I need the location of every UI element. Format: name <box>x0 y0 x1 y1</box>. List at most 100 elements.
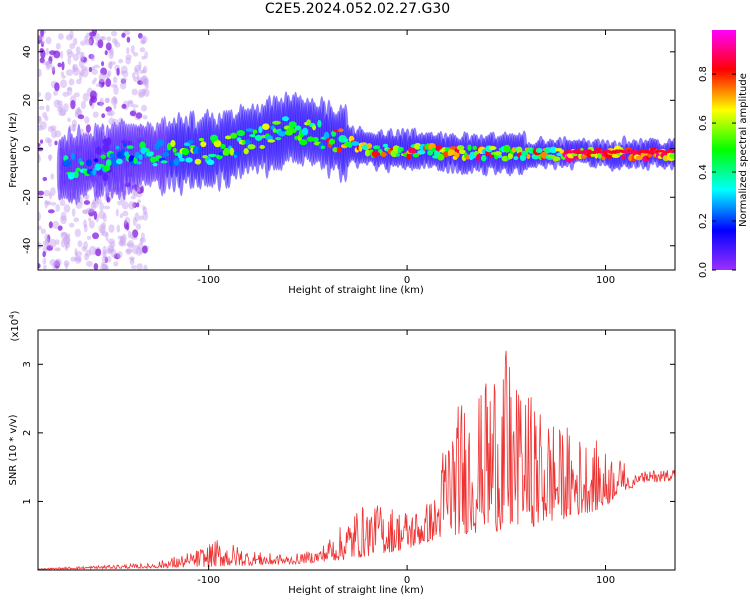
heatmap-noise-blob <box>58 33 64 40</box>
heatmap-noise-blob <box>82 209 88 214</box>
heatmap-y-tick-label: 0 <box>22 146 33 152</box>
heatmap-noise-blob <box>38 68 42 77</box>
heatmap-ridge-core <box>494 151 502 156</box>
heatmap-noise-blob <box>128 201 136 210</box>
heatmap-noise-blob <box>75 46 81 53</box>
heatmap-noise-blob <box>47 209 55 214</box>
heatmap-ridge-core <box>162 152 170 157</box>
heatmap-noise-blob <box>38 143 41 148</box>
heatmap-ridge-core <box>173 158 180 166</box>
heatmap-noise-blob <box>67 55 72 66</box>
heatmap-ridge-core <box>535 147 543 153</box>
heatmap-ridge-core <box>136 161 142 165</box>
heatmap-noise-blob <box>130 45 135 54</box>
heatmap-noise-blob <box>105 42 112 51</box>
heatmap-noise-blob <box>95 248 102 257</box>
heatmap-noise-blob <box>121 103 127 109</box>
heatmap-ridge-core <box>299 139 308 146</box>
heatmap-noise-blob <box>45 104 50 112</box>
snr-y-tick-label: 2 <box>22 430 33 436</box>
heatmap-noise-blob <box>49 259 57 266</box>
heatmap-noise-blob <box>139 70 144 75</box>
heatmap-noise-blob <box>43 264 47 270</box>
heatmap-noise-blob <box>141 55 146 60</box>
heatmap-ridge-core <box>549 146 558 154</box>
heatmap-noise-blob <box>44 116 49 122</box>
heatmap-noise-blob <box>117 200 123 206</box>
heatmap-y-tick-label: 40 <box>22 45 33 58</box>
heatmap-noise-blob <box>66 87 73 91</box>
heatmap-ridge-core <box>98 164 105 168</box>
heatmap-noise-blob <box>78 59 85 68</box>
heatmap-noise-blob <box>113 261 119 267</box>
snr-x-axis-label: Height of straight line (km) <box>288 585 424 596</box>
heatmap-ridge-core <box>338 128 344 133</box>
heatmap-ridge-core <box>480 154 487 162</box>
heatmap-noise-blob <box>142 205 146 212</box>
heatmap-ridge-core <box>122 142 127 148</box>
heatmap-noise-blob <box>99 202 104 212</box>
heatmap-ridge-core <box>92 167 97 176</box>
heatmap-noise-blob <box>89 90 97 100</box>
heatmap-ridge-core <box>134 151 140 159</box>
heatmap-noise-blob <box>127 240 135 249</box>
heatmap-noise-blob <box>53 90 58 96</box>
heatmap-noise-blob <box>69 30 74 39</box>
heatmap-noise-blob <box>65 69 74 77</box>
heatmap-noise-blob <box>102 266 107 270</box>
colorbar-tick-label: 0.8 <box>698 66 709 82</box>
heatmap-peak-trace <box>671 149 675 153</box>
heatmap-noise-blob <box>63 204 71 213</box>
heatmap-noise-blob <box>127 101 134 107</box>
heatmap-noise-blob <box>134 212 140 222</box>
heatmap-noise-blob <box>106 111 113 116</box>
heatmap-ridge-core <box>472 145 478 151</box>
heatmap-noise-blob <box>125 248 132 255</box>
heatmap-noise-blob <box>59 50 64 59</box>
heatmap-noise-blob <box>130 195 136 200</box>
heatmap-noise-blob <box>54 258 62 267</box>
heatmap-ridge-core <box>281 116 289 122</box>
heatmap-noise-blob <box>89 98 93 106</box>
page-title: C2E5.2024.052.02.27.G30 <box>264 1 451 17</box>
heatmap-noise-blob <box>45 47 49 56</box>
heatmap-noise-blob <box>101 36 107 41</box>
heatmap-ridge-core <box>149 156 157 163</box>
heatmap-ridge-core <box>306 136 315 142</box>
heatmap-noise-blob <box>38 154 41 164</box>
heatmap-noise-blob <box>80 128 84 135</box>
heatmap-noise-blob <box>88 31 97 37</box>
heatmap-ridge-core <box>312 124 316 131</box>
heatmap-ridge-core <box>138 154 143 161</box>
heatmap-noise-blob <box>72 37 78 46</box>
heatmap-ridge-core <box>152 162 158 167</box>
heatmap-ridge-core <box>427 149 434 156</box>
heatmap-noise-blob <box>116 224 121 233</box>
heatmap-ridge-core <box>74 170 79 179</box>
heatmap-ridge-core <box>229 147 235 156</box>
heatmap-noise-blob <box>131 244 140 255</box>
heatmap-ridge-core <box>79 161 85 166</box>
heatmap-ridge-core <box>200 141 207 148</box>
heatmap-noise-blob <box>91 68 98 75</box>
heatmap-noise-blob <box>141 245 148 254</box>
heatmap-ridge-core <box>206 159 215 166</box>
heatmap-noise-blob <box>93 64 100 69</box>
heatmap-noise-blob <box>42 257 47 265</box>
heatmap-ridge-core <box>194 158 202 165</box>
heatmap-ridge-core <box>192 146 200 155</box>
heatmap-ridge-core <box>224 135 232 140</box>
heatmap-noise-blob <box>140 186 144 194</box>
heatmap-ridge-core <box>254 134 263 141</box>
heatmap-noise-blob <box>105 78 112 88</box>
heatmap-noise-blob <box>92 200 97 205</box>
heatmap-noise-blob <box>135 223 142 230</box>
heatmap-noise-blob <box>143 264 148 270</box>
heatmap-noise-blob <box>116 251 123 259</box>
heatmap-noise-blob <box>97 39 104 49</box>
heatmap-ridge-core <box>449 146 458 150</box>
heatmap-noise-blob <box>61 61 65 71</box>
heatmap-ridge-core <box>116 158 123 165</box>
heatmap-noise-blob <box>130 257 135 262</box>
heatmap-noise-blob <box>139 249 143 255</box>
